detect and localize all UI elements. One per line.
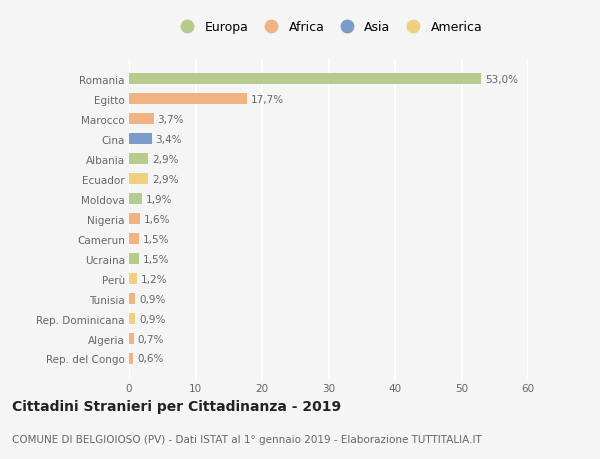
Bar [129,234,139,245]
Text: 1,6%: 1,6% [143,214,170,224]
Text: 0,9%: 0,9% [139,294,166,304]
Bar [129,134,152,145]
Text: 0,6%: 0,6% [137,354,163,364]
Bar [129,214,140,224]
Text: 2,9%: 2,9% [152,174,179,185]
Bar [129,74,481,85]
Bar [129,353,133,364]
Text: COMUNE DI BELGIOIOSO (PV) - Dati ISTAT al 1° gennaio 2019 - Elaborazione TUTTITA: COMUNE DI BELGIOIOSO (PV) - Dati ISTAT a… [12,434,482,444]
Bar [129,114,154,125]
Bar [129,154,148,165]
Text: 1,5%: 1,5% [143,254,169,264]
Bar [129,274,137,285]
Text: 3,7%: 3,7% [158,115,184,124]
Text: 17,7%: 17,7% [251,95,284,105]
Bar [129,313,135,325]
Text: 1,5%: 1,5% [143,234,169,244]
Text: 3,4%: 3,4% [155,134,182,145]
Text: 53,0%: 53,0% [485,75,518,84]
Bar [129,194,142,205]
Text: Cittadini Stranieri per Cittadinanza - 2019: Cittadini Stranieri per Cittadinanza - 2… [12,399,341,413]
Bar [129,333,134,344]
Bar [129,94,247,105]
Text: 0,7%: 0,7% [137,334,164,344]
Bar [129,293,135,304]
Text: 0,9%: 0,9% [139,314,166,324]
Text: 1,9%: 1,9% [146,194,172,204]
Text: 1,2%: 1,2% [141,274,167,284]
Legend: Europa, Africa, Asia, America: Europa, Africa, Asia, America [175,21,482,34]
Bar [129,174,148,185]
Bar [129,253,139,264]
Text: 2,9%: 2,9% [152,154,179,164]
